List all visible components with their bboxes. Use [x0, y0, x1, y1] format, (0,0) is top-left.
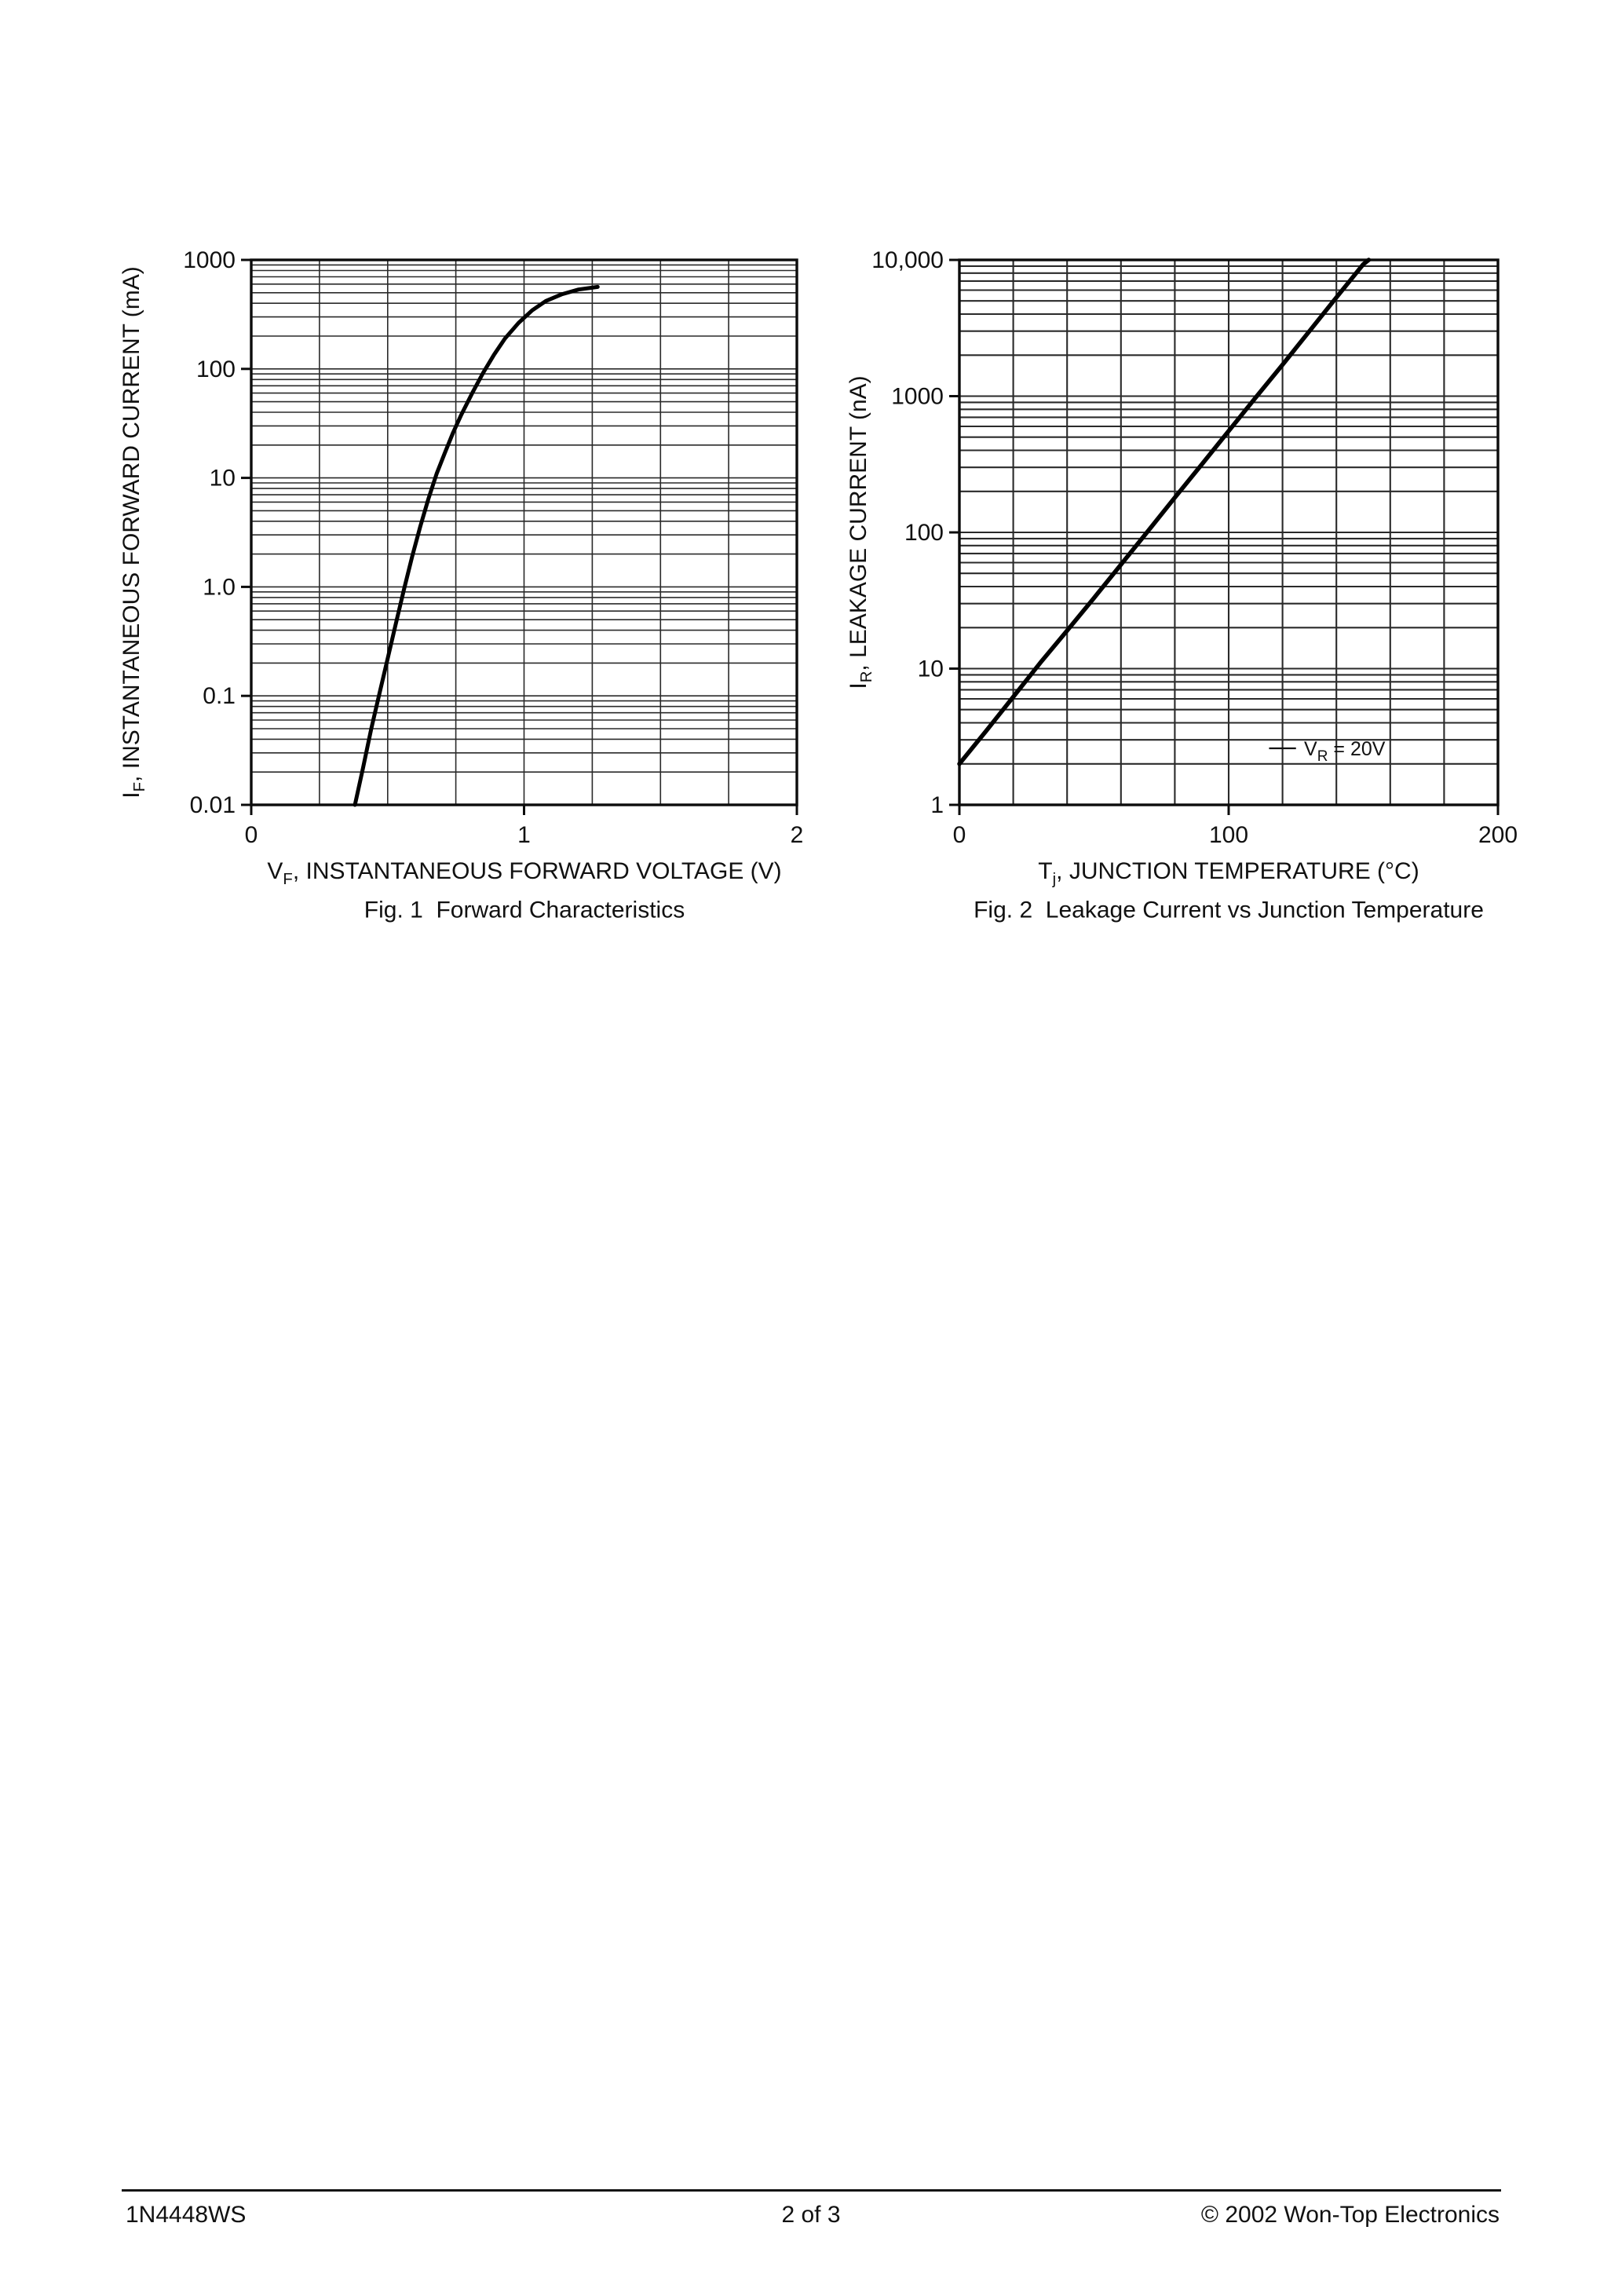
y-tick-label: 1 [930, 792, 944, 818]
fig1-x-label-subscript: F [283, 870, 293, 888]
fig2-plot: 0 100 200 10,000 1000 100 10 1 VR = 20V [873, 247, 1518, 848]
fig2-y-axis-label: IR, LEAKAGE CURRENT (nA) [846, 375, 875, 689]
x-tick-label: 0 [953, 822, 966, 848]
x-tick-label: 2 [791, 822, 804, 848]
fig1-x-label-symbol: V [267, 857, 283, 884]
footer-page-number: 2 of 3 [781, 2202, 841, 2228]
grid-lines [959, 260, 1498, 805]
fig1-y-label-text: , INSTANTANEOUS FORWARD CURRENT (mA) [118, 266, 144, 782]
grid-lines [251, 260, 797, 805]
x-tick-label: 1 [517, 822, 531, 848]
x-tick-label: 0 [245, 822, 258, 848]
fig2-y-label-subscript: R [857, 671, 875, 683]
fig2-x-label-symbol: T [1038, 857, 1053, 884]
fig2-x-axis-label: Tj, JUNCTION TEMPERATURE (°C) [1038, 858, 1419, 888]
x-tick-label: 200 [1478, 822, 1518, 848]
series-forward-current-vs-voltage [353, 284, 600, 807]
y-tick-label: 1000 [183, 247, 236, 273]
y-tick-label: 100 [904, 520, 944, 546]
y-tick-label: 0.01 [190, 792, 236, 818]
fig2-x-label-text: , JUNCTION TEMPERATURE (°C) [1056, 857, 1419, 884]
annotation-label: VR = 20V [1304, 738, 1386, 765]
x-tick-label: 100 [1209, 822, 1248, 848]
fig2-y-label-text: , LEAKAGE CURRENT (nA) [845, 375, 871, 671]
y-tick-label: 1.0 [203, 574, 236, 600]
fig1-y-label-subscript: F [130, 781, 148, 792]
fig1-y-axis-label: IF, INSTANTANEOUS FORWARD CURRENT (mA) [119, 266, 148, 799]
y-tick-label: 10,000 [873, 247, 944, 273]
fig2-x-label-subscript: j [1052, 870, 1057, 888]
footer-rule [122, 2189, 1501, 2192]
y-tick-label: 10 [918, 656, 944, 682]
fig1-x-axis-label: VF, INSTANTANEOUS FORWARD VOLTAGE (V) [267, 858, 781, 888]
y-tick-label: 100 [196, 356, 236, 382]
y-tick-label: 10 [210, 466, 236, 492]
series-leakage-current-vs-temperature [957, 258, 1372, 766]
y-tick-label: 0.1 [203, 683, 236, 709]
fig2-y-label-symbol: I [845, 682, 871, 689]
footer-copyright: © 2002 Won-Top Electronics [1200, 2202, 1500, 2228]
fig1-caption: Fig. 1 Forward Characteristics [363, 897, 685, 923]
fig1-y-label-symbol: I [118, 792, 144, 799]
footer-part-number: 1N4448WS [126, 2202, 247, 2228]
fig1-plot: 0 1 2 1000 100 10 1.0 0.1 0.01 [183, 247, 804, 848]
fig2-caption: Fig. 2 Leakage Current vs Junction Tempe… [974, 897, 1484, 923]
fig1-x-label-text: , INSTANTANEOUS FORWARD VOLTAGE (V) [292, 857, 782, 884]
y-tick-label: 1000 [891, 384, 944, 410]
